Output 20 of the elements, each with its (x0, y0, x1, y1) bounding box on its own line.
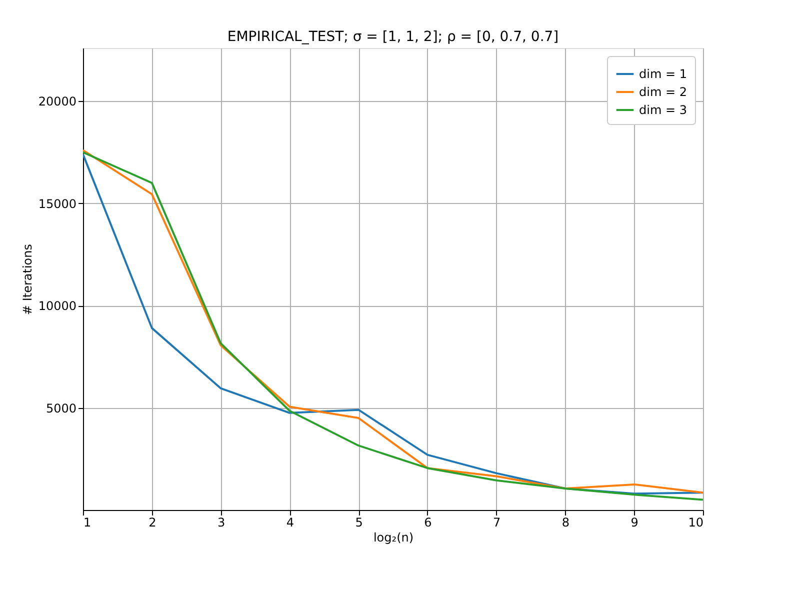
x-tick-label: 7 (493, 516, 501, 530)
y-tick-label: 10000 (38, 299, 76, 314)
y-axis-title: # Iterations (20, 244, 34, 316)
legend-label: dim = 2 (639, 85, 687, 99)
x-tick-label: 6 (424, 516, 432, 530)
x-axis-title: log₂(n) (373, 530, 414, 544)
x-tick-label: 9 (630, 516, 638, 530)
y-tick-label: 5000 (46, 401, 76, 416)
legend-label: dim = 3 (639, 103, 687, 117)
legend-label: dim = 1 (639, 67, 687, 81)
x-tick-label: 10 (688, 516, 704, 530)
x-tick-label: 2 (148, 516, 156, 530)
y-tick-label: 15000 (38, 196, 76, 211)
chart-title: EMPIRICAL_TEST; σ = [1, 1, 2]; ρ = [0, 0.7, 0.7] (227, 29, 559, 45)
x-tick-label: 5 (355, 516, 363, 530)
x-tick-label: 1 (84, 516, 92, 530)
x-tick-label: 4 (286, 516, 294, 530)
y-tick-label: 20000 (38, 94, 76, 109)
x-tick-label: 8 (562, 516, 570, 530)
x-tick-label: 3 (217, 516, 226, 530)
